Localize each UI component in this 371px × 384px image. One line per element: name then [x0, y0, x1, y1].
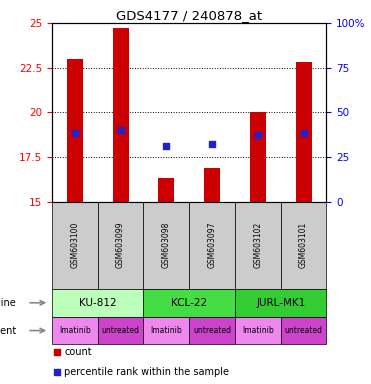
Bar [235, 289, 326, 317]
Bar [204, 168, 220, 202]
Text: Imatinib: Imatinib [151, 326, 182, 335]
Point [118, 127, 124, 133]
Bar [189, 202, 235, 289]
Bar [189, 317, 235, 344]
Text: GSM603099: GSM603099 [116, 222, 125, 268]
Bar [158, 179, 174, 202]
Text: GSM603101: GSM603101 [299, 222, 308, 268]
Point [72, 130, 78, 136]
Text: cell line: cell line [0, 298, 16, 308]
Point [163, 143, 169, 149]
Bar [235, 202, 281, 289]
Bar [112, 28, 129, 202]
Bar [52, 289, 144, 317]
Text: GSM603098: GSM603098 [162, 222, 171, 268]
Bar [296, 62, 312, 202]
Text: untreated: untreated [193, 326, 231, 335]
Text: GSM603097: GSM603097 [208, 222, 217, 268]
Text: Imatinib: Imatinib [242, 326, 274, 335]
Text: agent: agent [0, 326, 16, 336]
Bar [144, 289, 235, 317]
Text: KU-812: KU-812 [79, 298, 116, 308]
Text: KCL-22: KCL-22 [171, 298, 207, 308]
Bar [52, 202, 98, 289]
Text: untreated: untreated [102, 326, 139, 335]
Bar [52, 317, 98, 344]
Bar [235, 317, 281, 344]
Point [55, 349, 60, 355]
Bar [67, 59, 83, 202]
Text: GSM603102: GSM603102 [253, 222, 262, 268]
Bar [281, 202, 326, 289]
Point [209, 141, 215, 147]
Point [301, 130, 306, 136]
Title: GDS4177 / 240878_at: GDS4177 / 240878_at [116, 9, 262, 22]
Bar [98, 202, 144, 289]
Point [255, 132, 261, 138]
Bar [98, 317, 144, 344]
Text: count: count [64, 347, 92, 357]
Text: untreated: untreated [285, 326, 323, 335]
Point [55, 369, 60, 376]
Bar [144, 317, 189, 344]
Bar [144, 202, 189, 289]
Text: JURL-MK1: JURL-MK1 [256, 298, 305, 308]
Text: percentile rank within the sample: percentile rank within the sample [64, 367, 229, 377]
Text: GSM603100: GSM603100 [70, 222, 79, 268]
Bar [250, 113, 266, 202]
Bar [281, 317, 326, 344]
Text: Imatinib: Imatinib [59, 326, 91, 335]
